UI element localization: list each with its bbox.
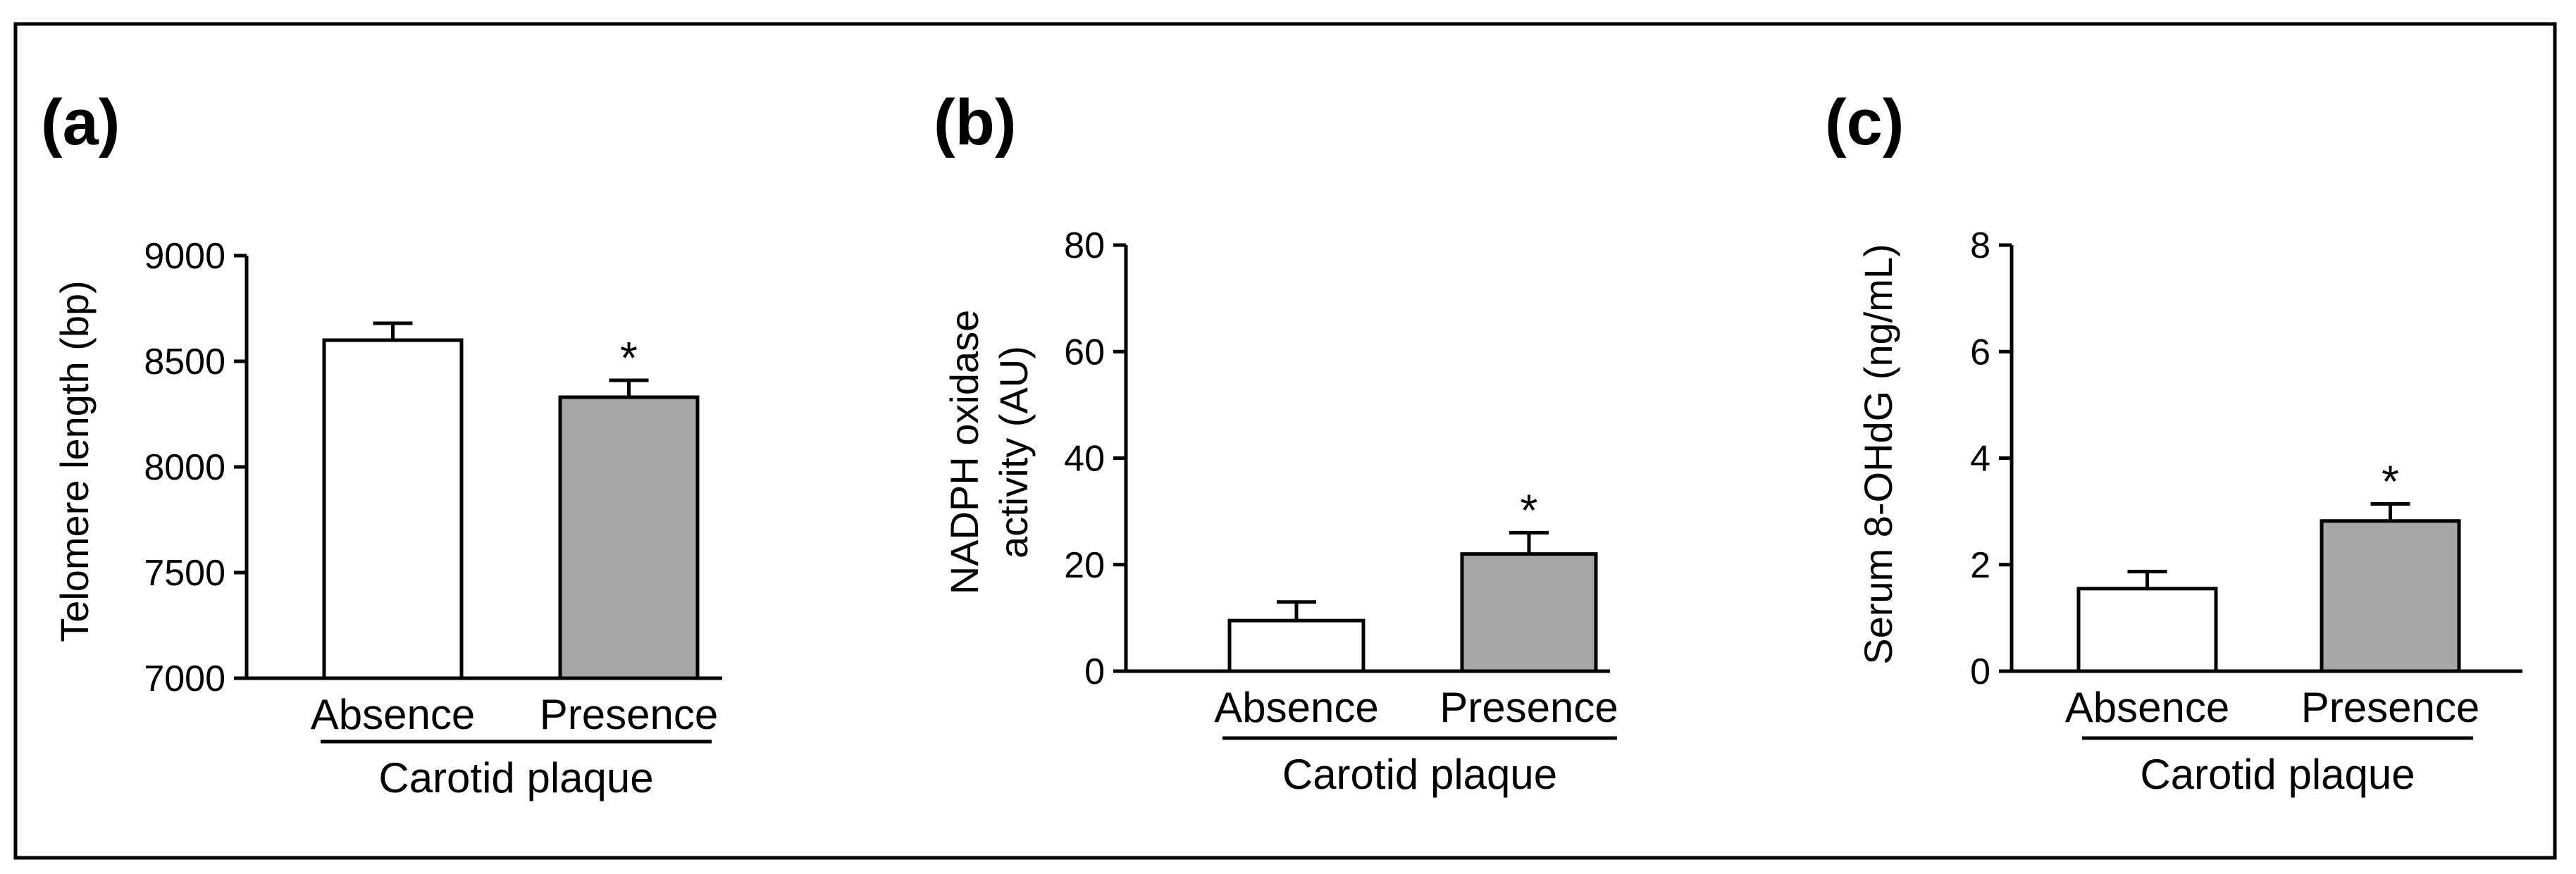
panel-c-bar-absence bbox=[2076, 587, 2218, 673]
panel-c-y-tick-label: 8 bbox=[1970, 225, 1990, 266]
panel-a-category-label-presence: Presence bbox=[540, 691, 718, 738]
panel-a-y-tick-label: 8500 bbox=[144, 342, 225, 382]
panel-a-y-axis-label: Telomere length (bp) bbox=[52, 280, 97, 642]
panel-a-bar-absence bbox=[322, 338, 464, 680]
panel-c-letter: (c) bbox=[1825, 87, 1904, 158]
panel-b-bar-presence bbox=[1460, 552, 1598, 673]
panel-a-y-tick-label: 7000 bbox=[144, 658, 225, 699]
panel-b-bar-absence bbox=[1227, 618, 1366, 673]
panel-c-y-tick-label: 2 bbox=[1970, 545, 1990, 586]
panel-c-y-tick-label: 6 bbox=[1970, 332, 1990, 373]
panel-a-bar-presence bbox=[558, 395, 700, 680]
panel-b-category-label-absence: Absence bbox=[1214, 684, 1379, 731]
panel-b-y-tick-label: 60 bbox=[1064, 332, 1105, 373]
panel-a-y-tick-label: 7500 bbox=[144, 553, 225, 594]
panel-b-category-label-presence: Presence bbox=[1439, 684, 1618, 731]
panel-a-group-label: Carotid plaque bbox=[378, 754, 653, 801]
panel-b-y-tick-label: 20 bbox=[1064, 545, 1105, 586]
panel-c-category-label-presence: Presence bbox=[2301, 684, 2479, 731]
panel-c: (c) Serum 8-OHdG (ng/mL) 0 2 4 6 8 Absence * P… bbox=[1825, 87, 2522, 798]
panel-c-y-axis-label: Serum 8-OHdG (ng/mL) bbox=[1856, 244, 1900, 665]
panel-a-y-tick-label: 9000 bbox=[144, 236, 225, 277]
panel-c-y-tick-label: 0 bbox=[1970, 651, 1990, 692]
panel-a-category-label-absence: Absence bbox=[311, 691, 476, 738]
panel-b-significance-marker: * bbox=[1521, 485, 1538, 535]
panel-c-category-label-absence: Absence bbox=[2065, 684, 2230, 731]
panel-b-group-label: Carotid plaque bbox=[1282, 751, 1557, 798]
panel-b-y-tick-label: 80 bbox=[1064, 225, 1105, 266]
panel-a: (a) Telomere length (bp) 7000 7500 8000 850… bbox=[41, 87, 722, 801]
panel-b: (b) NADPH oxidase activity (AU) 0 20 40 60 8… bbox=[934, 87, 1618, 798]
panel-b-y-tick-label: 0 bbox=[1084, 651, 1105, 692]
panel-a-significance-marker: * bbox=[620, 332, 638, 383]
panel-a-letter: (a) bbox=[41, 87, 120, 158]
panel-b-y-axis-label-line-1: NADPH oxidase bbox=[942, 310, 986, 595]
panel-b-letter: (b) bbox=[934, 87, 1016, 158]
panel-b-y-tick-label: 40 bbox=[1064, 439, 1105, 480]
panel-c-group-label: Carotid plaque bbox=[2140, 751, 2415, 798]
panel-c-bar-presence bbox=[2320, 519, 2461, 673]
panel-a-y-tick-label: 8000 bbox=[144, 447, 225, 488]
panel-c-y-tick-label: 4 bbox=[1970, 439, 1990, 480]
panel-c-significance-marker: * bbox=[2382, 456, 2399, 507]
panel-b-y-axis-label-line-2: activity (AU) bbox=[991, 346, 1036, 558]
